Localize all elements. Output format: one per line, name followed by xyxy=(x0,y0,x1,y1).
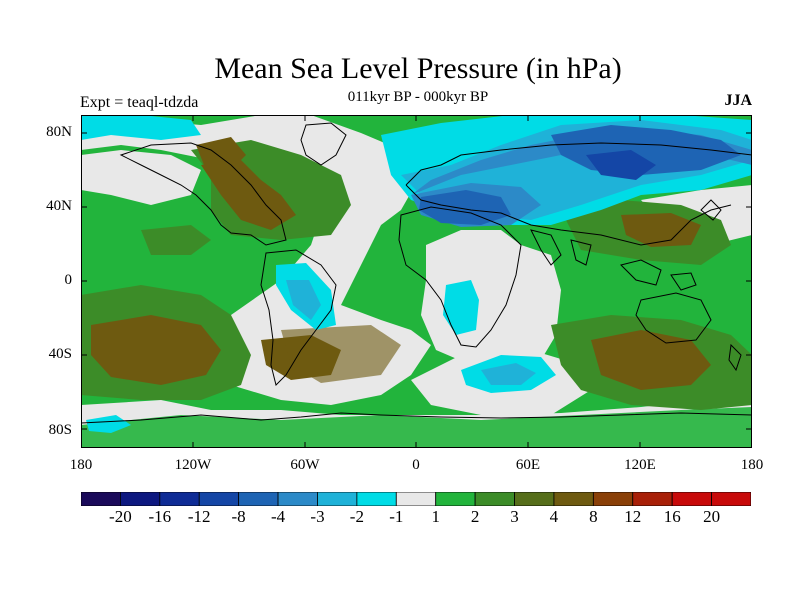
colorbar-cell xyxy=(198,492,240,506)
season-label: JJA xyxy=(724,92,752,109)
field-dblue-eu xyxy=(419,190,511,225)
y-label-40s: 40S xyxy=(48,346,72,362)
field-cyan-africa xyxy=(443,280,479,335)
field-brown-si xyxy=(591,330,711,390)
colorbar-cell xyxy=(592,492,634,506)
coast-india xyxy=(530,229,592,266)
y-label-40n: 40N xyxy=(46,198,72,214)
field-deepblue-asia xyxy=(586,150,656,180)
colorbar-label: -12 xyxy=(187,507,211,526)
colorbar-cell xyxy=(671,492,712,506)
x-label-60w: 60W xyxy=(290,457,320,473)
field-cyan-nw xyxy=(81,115,201,140)
y-label-80s: 80S xyxy=(48,422,72,438)
x-label-180-west: 180 xyxy=(69,457,93,473)
coast-antarctica xyxy=(81,412,752,424)
colorbar-label: 20 xyxy=(703,507,721,526)
colorbar xyxy=(81,492,751,506)
coast-australia xyxy=(635,292,712,344)
x-label-120e: 120E xyxy=(624,457,656,473)
coastlines xyxy=(81,122,752,424)
coast-japan xyxy=(700,199,722,221)
colorbar-cell xyxy=(238,492,279,506)
colorbar-cell xyxy=(395,492,437,506)
coast-greenland xyxy=(300,122,347,166)
field-olive-pac xyxy=(141,225,211,255)
field-brown-sp xyxy=(91,315,221,385)
x-label-0: 0 xyxy=(412,457,420,473)
colorbar-label: 2 xyxy=(470,507,480,526)
colorbar-label: -4 xyxy=(271,507,286,526)
coast-south-america xyxy=(260,249,337,386)
coast-north-america xyxy=(119,142,287,246)
colorbar-cell xyxy=(317,492,358,506)
colorbar-label: -1 xyxy=(389,507,404,526)
period-subtitle: 011kyr BP - 000kyr BP xyxy=(347,89,489,105)
y-label-0: 0 xyxy=(64,272,73,288)
coast-africa xyxy=(398,206,522,348)
colorbar-label: 16 xyxy=(663,507,681,526)
field-brown-sp-east xyxy=(281,325,401,383)
experiment-label: Expt = teaql-tdzda xyxy=(80,94,199,111)
colorbar-cell xyxy=(553,492,594,506)
field-brown-npac xyxy=(621,213,701,247)
field-brown-na xyxy=(201,160,296,230)
colorbar-label: -20 xyxy=(109,507,132,526)
map-fields xyxy=(81,115,752,448)
x-label-60e: 60E xyxy=(515,457,541,473)
field-brown-greenland xyxy=(196,137,246,170)
colorbar-cell xyxy=(632,492,673,506)
coast-eurasia xyxy=(405,142,752,246)
colorbar-label: -8 xyxy=(231,507,246,526)
colorbar-label: 12 xyxy=(624,507,642,526)
colorbar-cell xyxy=(120,492,161,506)
coast-se-asia xyxy=(620,259,697,291)
colorbar-label: 1 xyxy=(431,507,440,526)
field-green-antarctic xyxy=(81,407,752,448)
colorbar-label: 8 xyxy=(589,507,598,526)
x-label-180-east: 180 xyxy=(740,457,764,473)
colorbar-cell xyxy=(356,492,397,506)
colorbar-cell xyxy=(277,492,318,506)
colorbar-cell xyxy=(474,492,515,506)
x-label-120w: 120W xyxy=(174,457,212,473)
coast-new-zealand xyxy=(728,343,742,372)
colorbar-label: -3 xyxy=(310,507,325,526)
chart-title: Mean Sea Level Pressure (in hPa) xyxy=(214,52,622,85)
colorbar-cell xyxy=(435,492,476,506)
map-ticks xyxy=(81,115,752,448)
colorbar-cell xyxy=(159,492,200,506)
pressure-map xyxy=(81,115,752,448)
colorbar-label: -16 xyxy=(148,507,172,526)
y-label-80n: 80N xyxy=(46,124,72,140)
colorbar-cell xyxy=(81,492,121,506)
field-lblue-satl xyxy=(481,363,536,385)
colorbar-cell xyxy=(514,492,555,506)
colorbar-label: 3 xyxy=(510,507,519,526)
colorbar-label: 4 xyxy=(549,507,559,526)
field-lblue-sa xyxy=(286,280,321,320)
colorbar-cell xyxy=(711,492,751,506)
field-cyan-antarctic xyxy=(86,415,131,433)
field-neutral-pacific-n xyxy=(81,150,201,205)
colorbar-label: -2 xyxy=(349,507,364,526)
